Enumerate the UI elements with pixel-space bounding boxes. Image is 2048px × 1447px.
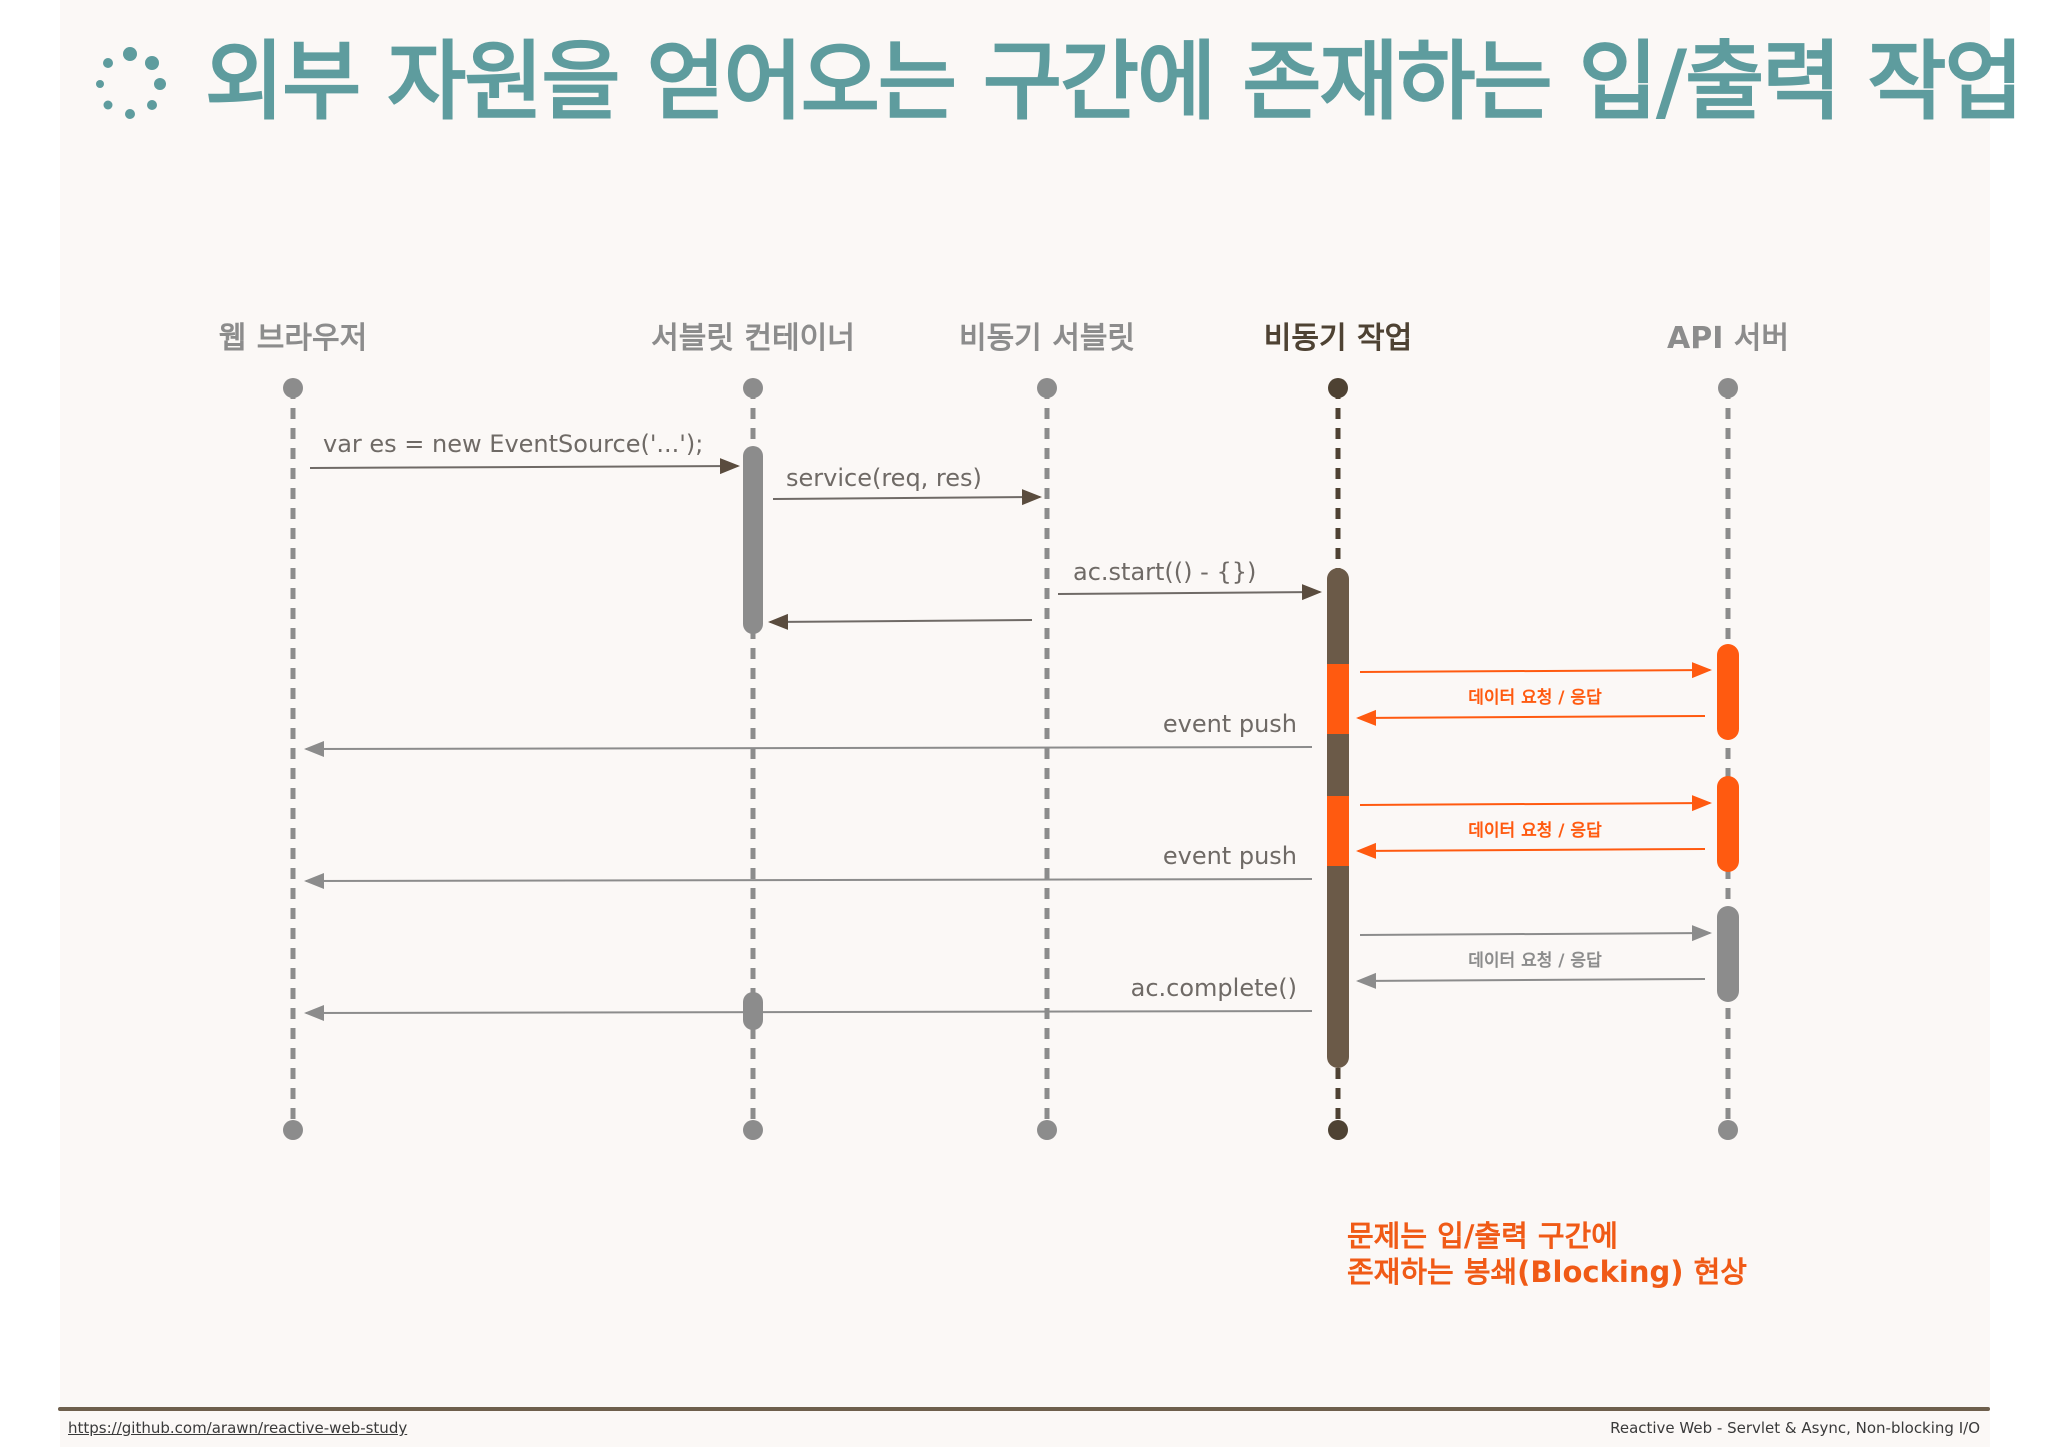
message-service: service(req, res): [786, 464, 982, 492]
message-event-source: var es = new EventSource('...');: [323, 430, 704, 458]
page-title: 외부 자원을 얻어오는 구간에 존재하는 입/출력 작업: [205, 32, 2024, 132]
footer-subtitle: Reactive Web - Servlet & Async, Non-bloc…: [1610, 1419, 1980, 1437]
message-event-push-2: event push: [1162, 842, 1297, 870]
arrow-io-request-2: [1359, 795, 1712, 812]
blocking-note-line-1: 문제는 입/출력 구간에: [1347, 1219, 1618, 1253]
loading-spinner-icon: [96, 47, 166, 119]
slide: [60, 0, 1990, 1447]
message-start: ac.start(() - {}): [1073, 558, 1257, 586]
lifeline-api-server: [1718, 378, 1738, 1140]
footer-divider: [58, 1407, 1990, 1411]
blocking-segment-2: [1327, 796, 1349, 866]
arrow-return-to-container: [768, 613, 1033, 630]
blocking-note: 문제는 입/출력 구간에 존재하는 봉쇄(Blocking) 현상: [1347, 1218, 1747, 1290]
arrow-io-request-3: [1359, 925, 1712, 942]
arrow-event-push-2: [304, 872, 1313, 889]
arrow-event-source: [309, 458, 740, 475]
activation-api-server-2: [1717, 776, 1739, 872]
actor-servlet-container: 서블릿 컨테이너: [651, 321, 855, 356]
arrow-complete: [304, 1004, 1313, 1021]
blocking-note-line-2: 존재하는 봉쇄(Blocking) 현상: [1347, 1255, 1747, 1289]
activation-api-server-1: [1717, 644, 1739, 740]
activation-api-server-3: [1717, 906, 1739, 1002]
io-label-1: 데이터 요청 / 응답: [1468, 688, 1602, 708]
actor-api-server: API 서버: [1666, 321, 1789, 356]
arrow-service: [772, 489, 1042, 506]
arrow-io-request-1: [1359, 662, 1712, 679]
activation-servlet-container-complete: [743, 992, 763, 1030]
arrow-io-response-1: [1356, 709, 1706, 726]
activation-servlet-container: [743, 446, 763, 634]
arrow-io-response-3: [1356, 972, 1706, 989]
actor-async-servlet: 비동기 서블릿: [958, 321, 1136, 356]
lifeline-async-servlet: [1037, 378, 1057, 1140]
arrow-start: [1057, 584, 1322, 601]
footer-github-link[interactable]: https://github.com/arawn/reactive-web-st…: [68, 1419, 408, 1437]
io-label-2: 데이터 요청 / 응답: [1468, 821, 1602, 841]
actor-web-browser: 웹 브라우저: [218, 321, 368, 356]
actor-async-task: 비동기 작업: [1263, 321, 1413, 356]
arrow-io-response-2: [1356, 842, 1706, 859]
arrow-event-push-1: [304, 740, 1313, 757]
blocking-segment-1: [1327, 664, 1349, 734]
message-event-push-1: event push: [1162, 710, 1297, 738]
message-complete: ac.complete(): [1130, 974, 1297, 1002]
io-label-3: 데이터 요청 / 응답: [1468, 951, 1602, 971]
lifeline-web-browser: [283, 378, 303, 1140]
